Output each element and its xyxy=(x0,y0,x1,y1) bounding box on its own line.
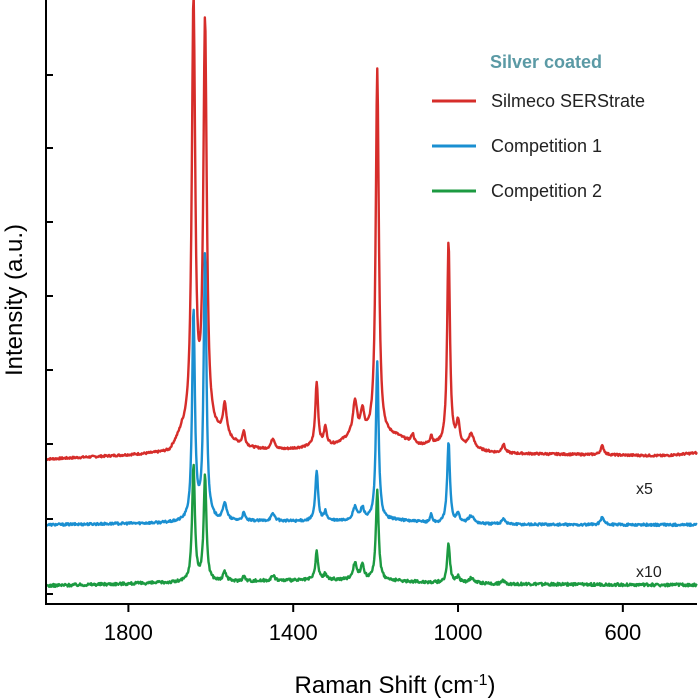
x-tick-label-1000: 1000 xyxy=(434,620,483,645)
y-axis-title: Intensity (a.u.) xyxy=(1,224,28,376)
series-annotations: x5 x10 xyxy=(636,481,662,581)
legend-items: Silmeco SERStrate Competition 1 Competitio… xyxy=(432,91,645,201)
legend-label-2: Competition 1 xyxy=(491,136,602,156)
legend: Silver coated Silmeco SERStrate Competiti… xyxy=(432,52,645,201)
x-ticks: 1800 1400 1000 600 xyxy=(104,604,641,645)
x-tick-label-1400: 1400 xyxy=(269,620,318,645)
x-tick-label-1800: 1800 xyxy=(104,620,153,645)
spectrum-curves xyxy=(44,0,698,589)
series-line-1 xyxy=(45,0,698,462)
scale-annotation-3: x10 xyxy=(636,564,662,581)
scale-annotation-2: x5 xyxy=(636,481,653,498)
legend-label-1: Silmeco SERStrate xyxy=(491,91,645,111)
x-tick-label-600: 600 xyxy=(604,620,641,645)
series-line-2 xyxy=(44,252,698,528)
y-ticks xyxy=(46,74,53,595)
chart-axes xyxy=(45,0,697,605)
x-axis-title: Raman Shift (cm-1) xyxy=(295,672,496,700)
legend-label-3: Competition 2 xyxy=(491,181,602,201)
series-line-3 xyxy=(44,463,698,589)
legend-title: Silver coated xyxy=(490,52,602,72)
